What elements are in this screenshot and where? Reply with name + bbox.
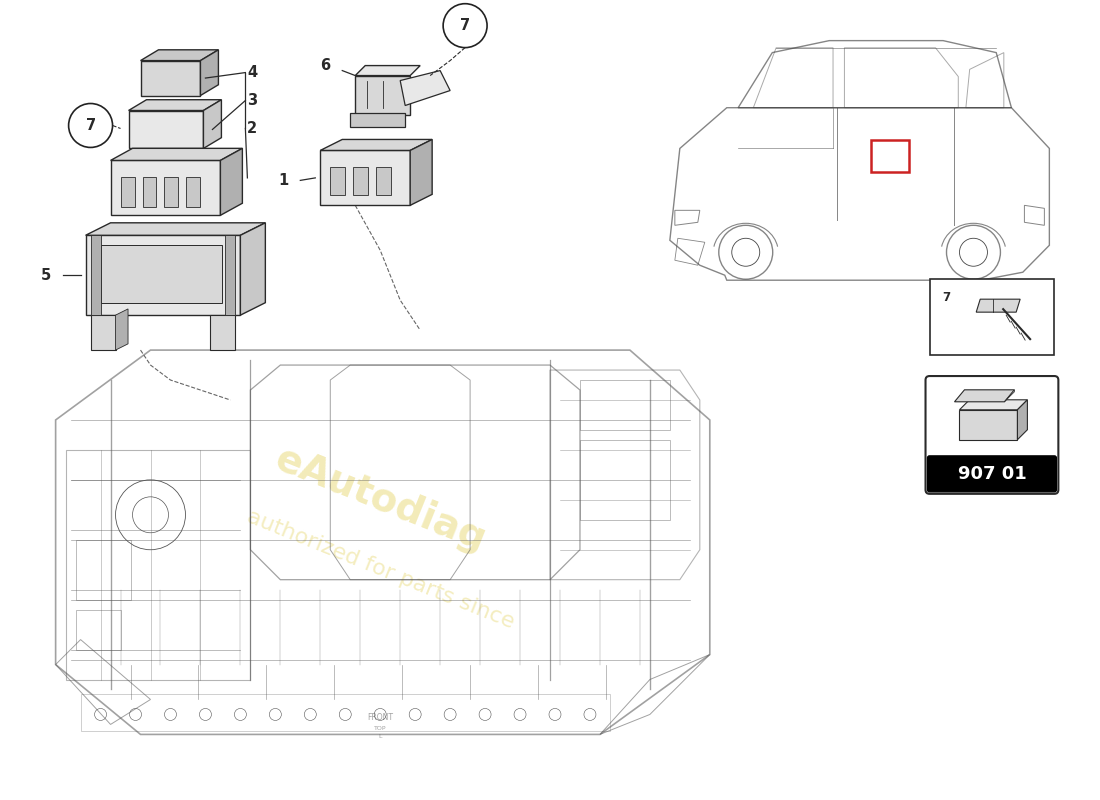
Polygon shape <box>90 315 116 350</box>
Text: L: L <box>378 734 382 739</box>
Polygon shape <box>116 309 128 350</box>
Polygon shape <box>350 114 405 127</box>
Polygon shape <box>320 139 432 150</box>
Polygon shape <box>220 148 242 215</box>
Polygon shape <box>129 110 204 149</box>
Polygon shape <box>121 178 134 207</box>
Polygon shape <box>111 148 242 161</box>
Polygon shape <box>141 50 219 61</box>
Text: eAutodiag: eAutodiag <box>270 440 492 559</box>
Text: 7: 7 <box>460 18 470 33</box>
Polygon shape <box>976 299 1020 312</box>
Circle shape <box>68 103 112 147</box>
Polygon shape <box>400 70 450 106</box>
Polygon shape <box>90 235 100 315</box>
Polygon shape <box>376 167 392 195</box>
FancyBboxPatch shape <box>927 456 1056 492</box>
Text: authorized for parts since: authorized for parts since <box>243 506 517 633</box>
Polygon shape <box>355 75 410 115</box>
Text: 907 01: 907 01 <box>958 465 1026 483</box>
Polygon shape <box>129 100 221 110</box>
Polygon shape <box>165 178 178 207</box>
Text: 3: 3 <box>248 93 257 108</box>
Polygon shape <box>1018 400 1027 440</box>
Polygon shape <box>959 410 1018 440</box>
Polygon shape <box>100 246 222 303</box>
Polygon shape <box>241 223 265 315</box>
Polygon shape <box>210 315 235 350</box>
Polygon shape <box>143 178 156 207</box>
Text: FRONT: FRONT <box>367 713 393 722</box>
Text: 7: 7 <box>943 291 950 304</box>
Text: 7: 7 <box>86 118 96 133</box>
Polygon shape <box>226 235 235 315</box>
Polygon shape <box>320 150 410 206</box>
Text: 4: 4 <box>248 65 257 80</box>
Polygon shape <box>330 167 345 195</box>
Polygon shape <box>86 223 265 235</box>
Polygon shape <box>187 178 200 207</box>
Text: 5: 5 <box>41 268 51 282</box>
Polygon shape <box>410 139 432 206</box>
Polygon shape <box>353 167 369 195</box>
FancyBboxPatch shape <box>925 376 1058 494</box>
Circle shape <box>443 4 487 48</box>
FancyBboxPatch shape <box>930 279 1055 355</box>
Polygon shape <box>200 50 219 95</box>
Text: 6: 6 <box>320 58 330 73</box>
Polygon shape <box>959 400 1027 410</box>
Text: 2: 2 <box>248 121 257 136</box>
Text: 1: 1 <box>278 173 288 188</box>
Polygon shape <box>1004 390 1014 402</box>
Polygon shape <box>86 235 241 315</box>
Polygon shape <box>204 100 221 149</box>
Polygon shape <box>955 390 1014 402</box>
Polygon shape <box>141 61 200 95</box>
Polygon shape <box>355 66 420 75</box>
Text: TOP: TOP <box>374 726 386 731</box>
Polygon shape <box>111 161 220 215</box>
